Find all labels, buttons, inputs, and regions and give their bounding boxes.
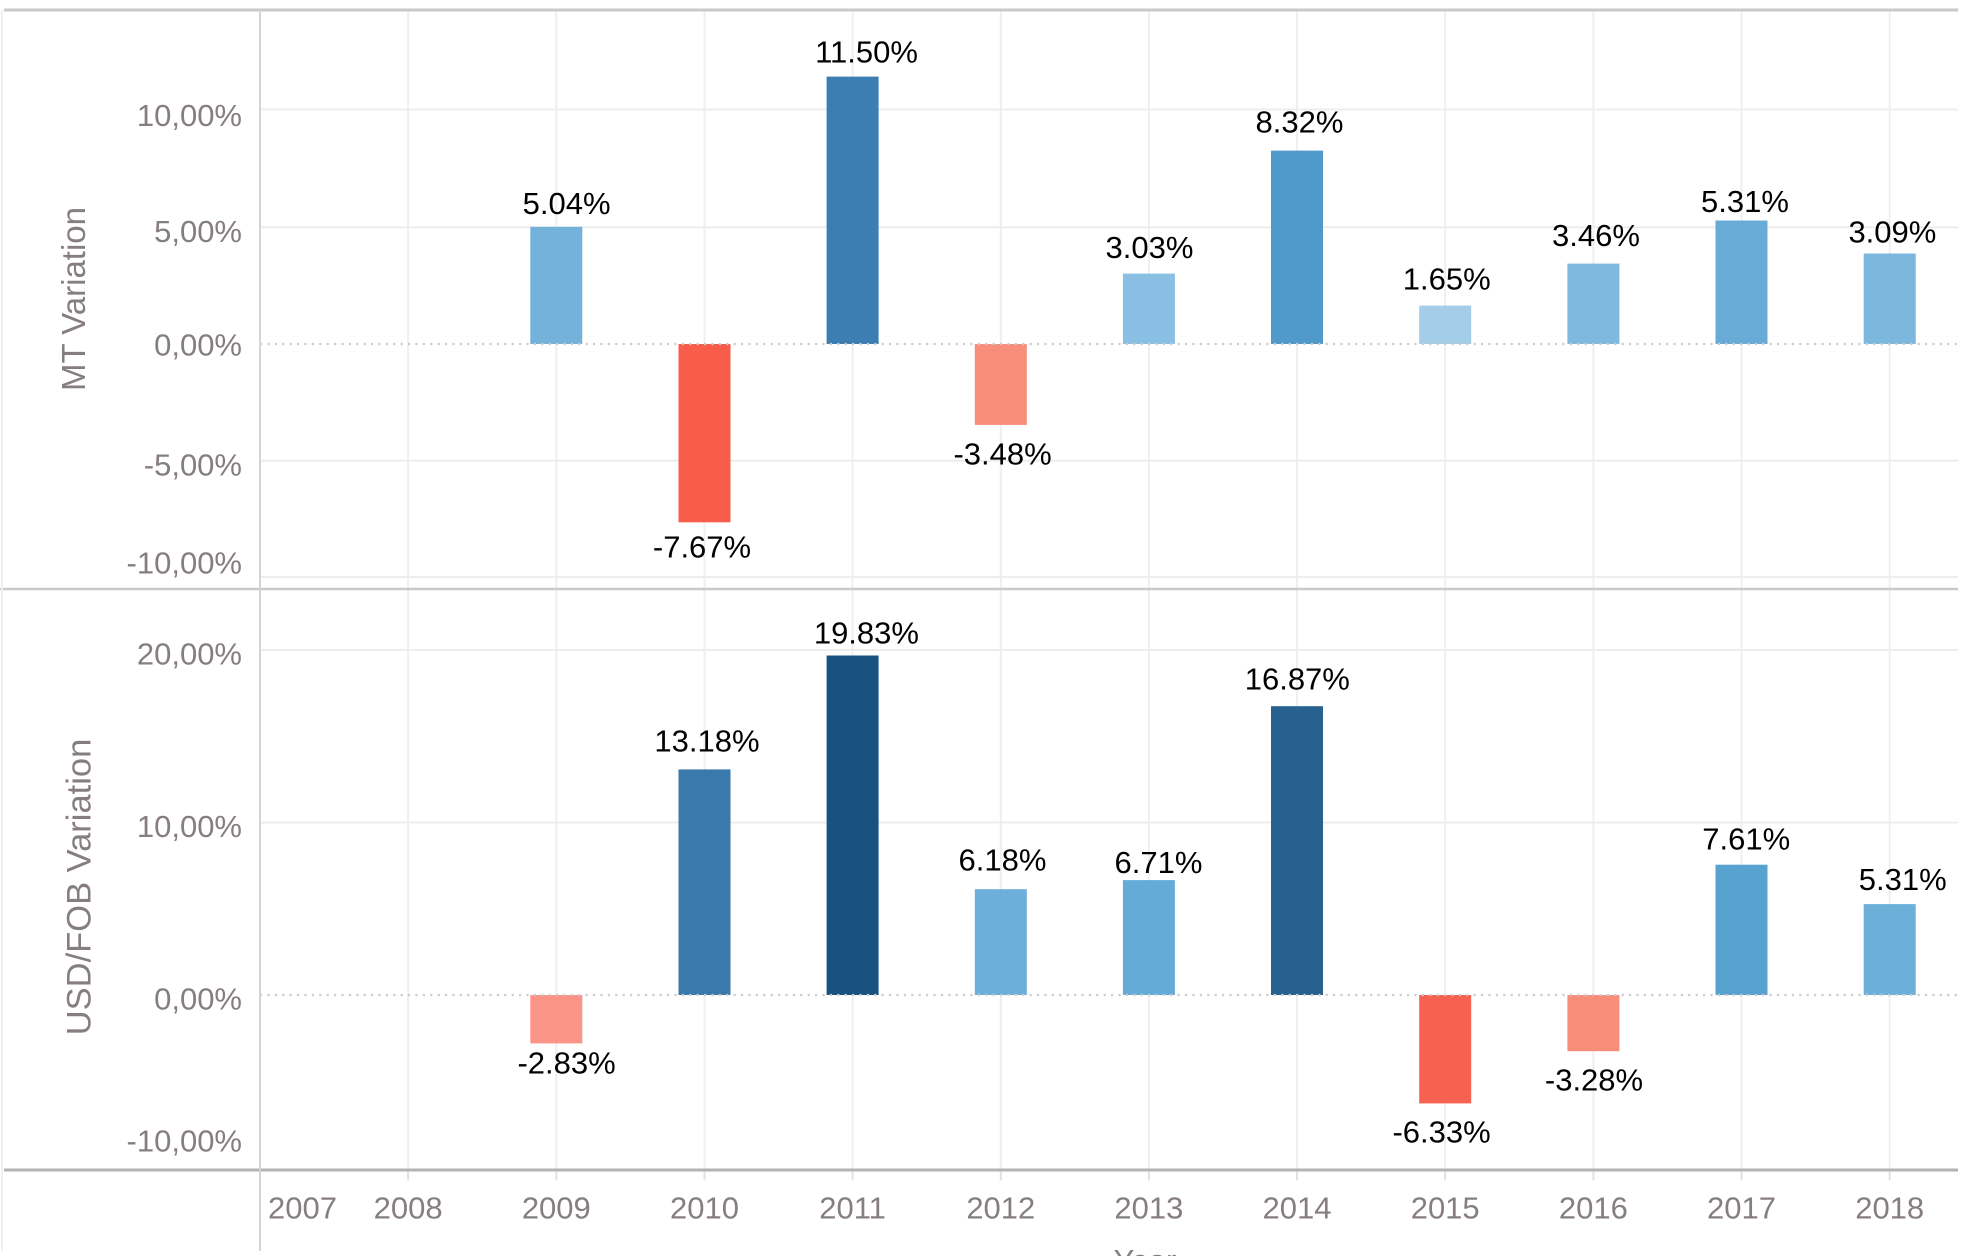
- svg-text:3.03%: 3.03%: [1106, 230, 1194, 265]
- svg-text:1.65%: 1.65%: [1403, 262, 1491, 297]
- svg-text:10,00%: 10,00%: [137, 809, 242, 844]
- svg-text:Year: Year: [1114, 1243, 1177, 1256]
- svg-text:2013: 2013: [1114, 1191, 1183, 1226]
- svg-text:10,00%: 10,00%: [137, 98, 242, 133]
- svg-text:2016: 2016: [1559, 1191, 1628, 1226]
- svg-text:2010: 2010: [670, 1191, 739, 1226]
- svg-text:-6.33%: -6.33%: [1392, 1115, 1490, 1150]
- svg-text:2009: 2009: [522, 1191, 591, 1226]
- svg-text:5.31%: 5.31%: [1701, 184, 1789, 219]
- svg-text:2012: 2012: [966, 1191, 1035, 1226]
- svg-text:-7.67%: -7.67%: [653, 530, 751, 565]
- svg-text:MT Variation: MT Variation: [55, 207, 92, 391]
- svg-text:20,00%: 20,00%: [137, 637, 242, 672]
- svg-text:8.32%: 8.32%: [1256, 105, 1344, 140]
- svg-text:-3.48%: -3.48%: [953, 437, 1051, 472]
- svg-text:2017: 2017: [1707, 1191, 1776, 1226]
- svg-text:-10,00%: -10,00%: [127, 546, 242, 581]
- svg-text:16.87%: 16.87%: [1245, 662, 1350, 697]
- svg-text:19.83%: 19.83%: [814, 616, 919, 651]
- svg-text:USD/FOB Variation: USD/FOB Variation: [61, 739, 99, 1036]
- svg-text:3.46%: 3.46%: [1552, 218, 1640, 253]
- svg-text:0,00%: 0,00%: [154, 982, 242, 1017]
- svg-text:2014: 2014: [1263, 1191, 1332, 1226]
- svg-text:3.09%: 3.09%: [1848, 215, 1936, 250]
- svg-text:-2.83%: -2.83%: [517, 1046, 615, 1081]
- svg-text:5.31%: 5.31%: [1859, 862, 1947, 897]
- svg-text:-5,00%: -5,00%: [144, 447, 242, 482]
- svg-text:5.04%: 5.04%: [523, 186, 611, 221]
- svg-text:2011: 2011: [819, 1191, 886, 1226]
- svg-text:2018: 2018: [1855, 1191, 1924, 1226]
- svg-text:6.18%: 6.18%: [959, 843, 1047, 878]
- svg-text:6.71%: 6.71%: [1115, 845, 1203, 880]
- svg-text:2008: 2008: [374, 1191, 443, 1226]
- svg-text:13.18%: 13.18%: [654, 724, 759, 759]
- svg-text:7.61%: 7.61%: [1702, 822, 1790, 857]
- svg-text:2015: 2015: [1411, 1191, 1480, 1226]
- svg-text:-3.28%: -3.28%: [1545, 1062, 1643, 1097]
- svg-text:11.50%: 11.50%: [815, 35, 918, 70]
- svg-text:-10,00%: -10,00%: [127, 1124, 242, 1159]
- svg-text:2007: 2007: [268, 1191, 337, 1226]
- svg-text:5,00%: 5,00%: [154, 214, 242, 249]
- svg-text:0,00%: 0,00%: [154, 328, 242, 363]
